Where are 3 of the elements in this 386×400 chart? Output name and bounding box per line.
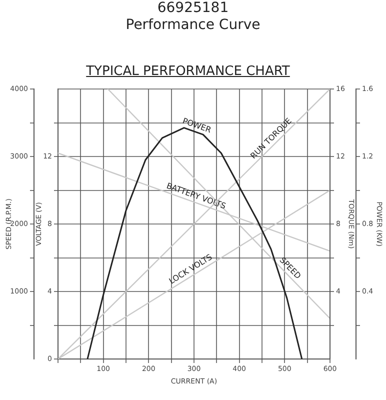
chart-subtitle: Performance Curve: [124, 17, 262, 34]
text: TYPICAL PERFORMANCE CHART: [85, 64, 291, 79]
chart-title: 66925181: [156, 0, 230, 17]
